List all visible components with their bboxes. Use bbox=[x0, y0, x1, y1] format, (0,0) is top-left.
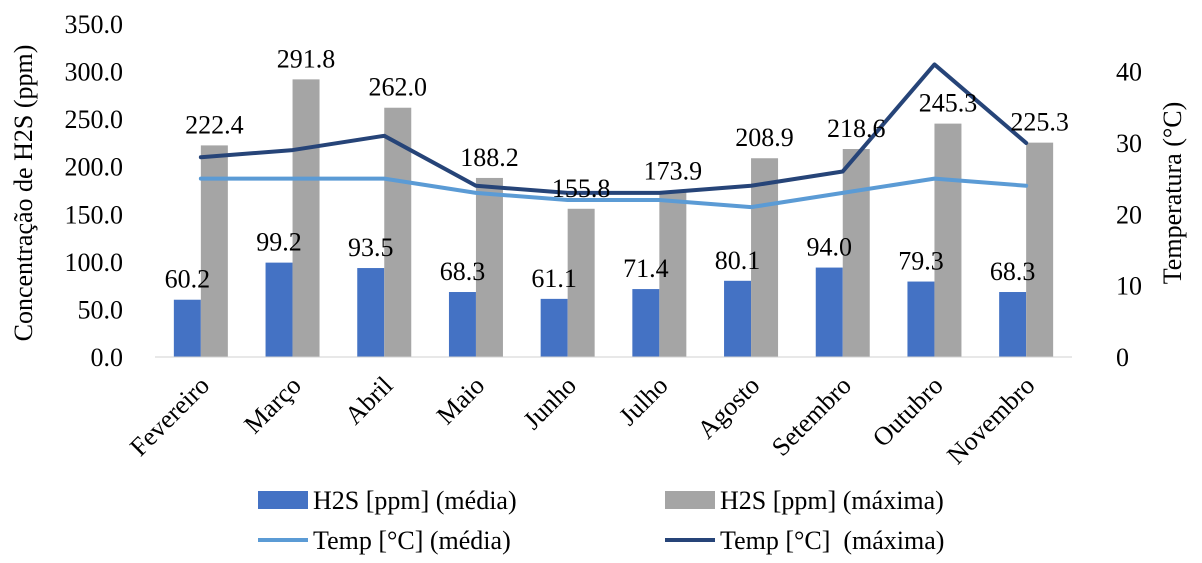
bar-media-2 bbox=[357, 268, 385, 357]
bar-maxima-6 bbox=[751, 158, 779, 357]
x-tick-label: Abril bbox=[339, 371, 398, 430]
bar-media-5 bbox=[632, 289, 660, 357]
bar-maxima-8 bbox=[934, 123, 962, 358]
data-label-media-3: 68.3 bbox=[440, 257, 486, 286]
bar-maxima-7 bbox=[842, 149, 870, 357]
x-tick-label: Julho bbox=[613, 371, 673, 431]
y2-axis-title: Temperatura (°C) bbox=[1158, 102, 1187, 285]
data-label-maxima-7: 218.6 bbox=[827, 114, 886, 143]
data-label-maxima-9: 225.3 bbox=[1010, 108, 1069, 137]
bar-maxima-9 bbox=[1026, 142, 1054, 357]
legend-label: H2S [ppm] (máxima) bbox=[720, 486, 944, 515]
data-label-media-7: 94.0 bbox=[807, 233, 853, 262]
bar-media-8 bbox=[907, 281, 935, 357]
y-tick-label: 300.0 bbox=[65, 58, 124, 87]
y2-tick-label: 10 bbox=[1116, 272, 1142, 301]
data-label-maxima-2: 262.0 bbox=[369, 73, 428, 102]
x-tick-label: Junho bbox=[517, 371, 581, 435]
y-axis-title: Concentração de H2S (ppm) bbox=[9, 45, 38, 342]
bar-media-4 bbox=[540, 298, 568, 357]
data-label-maxima-3: 188.2 bbox=[460, 143, 519, 172]
legend-item: H2S [ppm] (máxima) bbox=[665, 486, 944, 515]
x-tick-label: Agosto bbox=[692, 371, 766, 445]
lines-layer bbox=[198, 62, 1029, 210]
legend-label: Temp [°C] (máxima) bbox=[720, 526, 944, 555]
bar-media-6 bbox=[724, 280, 752, 357]
data-label-maxima-8: 245.3 bbox=[919, 89, 978, 118]
y-tick-label: 100.0 bbox=[65, 248, 124, 277]
data-label-media-6: 80.1 bbox=[715, 246, 761, 275]
x-tick-label: Setembro bbox=[766, 371, 857, 462]
line-temp-media bbox=[198, 176, 1029, 210]
y-tick-label: 150.0 bbox=[65, 200, 124, 229]
data-label-media-0: 60.2 bbox=[165, 265, 211, 294]
x-tick-label: Fevereiro bbox=[124, 371, 215, 462]
data-label-maxima-4: 155.8 bbox=[552, 174, 611, 203]
legend-label: Temp [°C] (média) bbox=[313, 526, 511, 555]
y-tick-label: 350.0 bbox=[65, 10, 124, 39]
y-tick-label: 0.0 bbox=[91, 343, 124, 372]
legend-swatch bbox=[258, 491, 308, 509]
bar-media-9 bbox=[999, 292, 1027, 357]
bar-maxima-1 bbox=[292, 79, 320, 358]
x-tick-label: Outubro bbox=[867, 371, 949, 453]
x-tick-label: Maio bbox=[431, 371, 490, 430]
bar-media-1 bbox=[265, 262, 293, 357]
bar-maxima-4 bbox=[567, 208, 595, 357]
legend-item: Temp [°C] (máxima) bbox=[665, 526, 944, 555]
x-tick-label: Novembro bbox=[941, 371, 1040, 470]
y2-tick-label: 40 bbox=[1116, 58, 1142, 87]
data-label-media-9: 68.3 bbox=[990, 257, 1036, 286]
data-label-media-4: 61.1 bbox=[531, 264, 577, 293]
bar-maxima-5 bbox=[659, 191, 687, 357]
bar-maxima-0 bbox=[200, 145, 228, 357]
data-label-maxima-5: 173.9 bbox=[644, 157, 703, 186]
y2-tick-label: 30 bbox=[1116, 129, 1142, 158]
data-labels-layer: 60.2 99.2 93.5 68.3 61.1 71.4 80.1 94.0 79.3 68.3… bbox=[165, 44, 1069, 293]
data-label-media-2: 93.5 bbox=[348, 233, 394, 262]
x-tick-label: Março bbox=[238, 371, 306, 439]
bar-media-3 bbox=[448, 292, 476, 357]
legend-label: H2S [ppm] (média) bbox=[313, 486, 517, 515]
data-label-media-5: 71.4 bbox=[623, 254, 669, 283]
data-label-maxima-1: 291.8 bbox=[277, 44, 336, 73]
bar-media-0 bbox=[173, 299, 201, 357]
legend-item: H2S [ppm] (média) bbox=[258, 486, 517, 515]
bar-maxima-3 bbox=[475, 177, 503, 357]
data-label-maxima-6: 208.9 bbox=[735, 123, 794, 152]
legend-swatch bbox=[665, 491, 715, 509]
y2-tick-label: 20 bbox=[1116, 200, 1142, 229]
legend: H2S [ppm] (média) H2S [ppm] (máxima) Temp … bbox=[258, 486, 944, 555]
bar-media-7 bbox=[815, 267, 843, 357]
y-tick-label: 200.0 bbox=[65, 153, 124, 182]
y2-tick-label: 0 bbox=[1116, 343, 1129, 372]
y-tick-label: 50.0 bbox=[78, 295, 124, 324]
y-tick-label: 250.0 bbox=[65, 105, 124, 134]
bars-layer bbox=[173, 79, 1054, 358]
data-label-media-1: 99.2 bbox=[256, 228, 302, 257]
legend-item: Temp [°C] (média) bbox=[258, 526, 511, 555]
data-label-media-8: 79.3 bbox=[898, 247, 944, 276]
line-temp-maxima bbox=[198, 62, 1029, 195]
data-label-maxima-0: 222.4 bbox=[185, 110, 244, 139]
